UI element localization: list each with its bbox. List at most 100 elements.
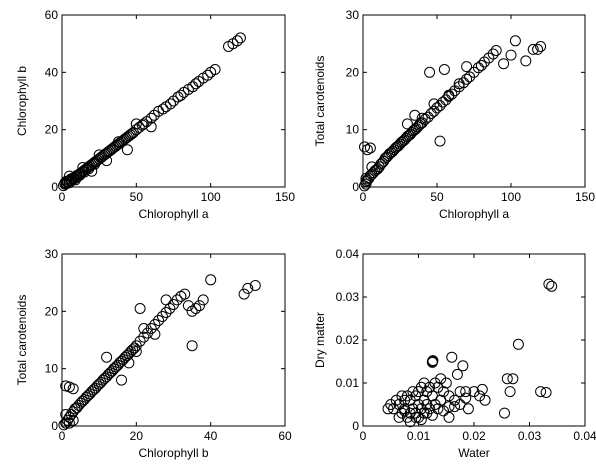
data-point xyxy=(108,363,120,375)
data-point xyxy=(197,294,209,306)
y-tick-label: 0.02 xyxy=(336,333,360,347)
data-point xyxy=(78,394,90,406)
x-axis-label: Chlorophyll a xyxy=(439,207,509,221)
data-point xyxy=(361,144,373,156)
data-point xyxy=(409,109,421,121)
data-point xyxy=(527,43,539,55)
x-axis-label: Chlorophyll a xyxy=(138,207,208,221)
data-point xyxy=(451,368,463,380)
data-point xyxy=(86,386,98,398)
data-point xyxy=(479,394,491,406)
data-point xyxy=(145,112,157,124)
data-point xyxy=(104,367,116,379)
x-tick-label: 0.01 xyxy=(407,429,431,443)
data-point xyxy=(458,77,470,89)
data-point xyxy=(490,45,502,56)
data-point xyxy=(476,383,488,395)
data-point xyxy=(249,280,261,291)
data-point xyxy=(438,405,449,417)
data-point xyxy=(434,100,446,112)
data-point xyxy=(449,394,461,406)
data-point xyxy=(86,165,98,177)
data-point xyxy=(501,373,513,385)
data-point xyxy=(63,411,75,423)
axes-frame xyxy=(362,14,586,188)
data-point xyxy=(428,98,440,110)
x-tick-label: 100 xyxy=(501,190,521,204)
data-point xyxy=(156,311,168,322)
x-tick-label: 40 xyxy=(204,429,218,443)
y-tick-label: 10 xyxy=(45,362,59,376)
data-point xyxy=(160,294,172,306)
data-point xyxy=(63,417,75,429)
subplot-4: 0 0.01 0.02 0.03 0.04 0 0.01 0.02 0.03 0.04 Water D… xyxy=(313,247,596,460)
data-point xyxy=(475,60,487,71)
data-point xyxy=(153,315,165,326)
x-tick-label: 0.03 xyxy=(518,429,542,443)
data-point xyxy=(366,161,378,173)
data-point xyxy=(426,409,438,421)
data-point xyxy=(60,417,72,429)
data-point xyxy=(418,377,430,389)
subplot-1: 0 50 100 150 0 20 40 60 Chlorophyll a Chlorophyll… xyxy=(15,8,295,221)
data-point xyxy=(121,350,133,361)
data-point xyxy=(504,386,516,398)
data-point xyxy=(130,346,142,357)
data-point xyxy=(454,399,466,410)
data-point xyxy=(543,278,555,290)
data-point xyxy=(431,102,443,114)
data-point xyxy=(454,386,466,398)
data-point xyxy=(359,141,370,153)
y-axis-label: Total carotenoids xyxy=(313,56,327,147)
x-axis-label: Water xyxy=(458,446,490,460)
data-point xyxy=(138,323,150,334)
data-point xyxy=(434,135,446,147)
data-point xyxy=(82,390,94,402)
data-point xyxy=(505,49,517,61)
data-point xyxy=(460,392,472,404)
y-tick-label: 30 xyxy=(45,247,59,261)
data-point xyxy=(499,407,510,419)
x-tick-label: 0 xyxy=(59,429,66,443)
data-point xyxy=(440,377,452,389)
y-tick-label: 10 xyxy=(346,123,360,137)
data-point xyxy=(415,414,427,426)
data-point xyxy=(364,142,376,154)
x-tick-label: 50 xyxy=(430,190,444,204)
data-point xyxy=(182,300,194,312)
data-point xyxy=(520,55,532,67)
data-point xyxy=(121,144,133,156)
data-point xyxy=(487,48,499,60)
data-point xyxy=(134,335,146,347)
data-point xyxy=(138,118,150,130)
x-tick-label: 0 xyxy=(59,190,66,204)
y-axis-label: Total carotenoids xyxy=(15,295,29,386)
data-point xyxy=(453,78,465,90)
data-point xyxy=(91,380,103,392)
data-point xyxy=(101,371,113,383)
data-point xyxy=(114,357,126,369)
data-point xyxy=(75,397,87,409)
x-tick-label: 20 xyxy=(130,429,144,443)
data-point xyxy=(97,374,109,386)
data-point xyxy=(437,96,449,108)
data-point xyxy=(112,359,124,371)
data-point xyxy=(165,98,176,110)
data-point xyxy=(106,365,118,377)
data-point xyxy=(93,149,105,161)
data-point xyxy=(80,391,92,403)
data-point xyxy=(190,303,202,314)
y-tick-label: 0 xyxy=(352,419,359,433)
y-tick-label: 60 xyxy=(45,8,59,22)
x-tick-label: 100 xyxy=(201,190,221,204)
x-axis-label: Chlorophyll b xyxy=(138,446,208,460)
x-tick-label: 60 xyxy=(278,429,292,443)
data-point xyxy=(101,155,113,167)
y-tick-label: 0.04 xyxy=(336,247,360,261)
data-point xyxy=(67,414,79,426)
data-point xyxy=(498,58,510,70)
data-point xyxy=(116,374,127,386)
data-point xyxy=(443,89,455,101)
data-point xyxy=(95,376,107,388)
data-point xyxy=(410,411,422,423)
